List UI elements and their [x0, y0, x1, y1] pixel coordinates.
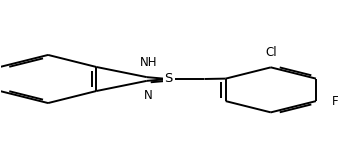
Text: N: N	[144, 89, 153, 102]
Text: NH: NH	[140, 56, 157, 69]
Text: S: S	[164, 73, 173, 85]
Text: Cl: Cl	[265, 46, 277, 59]
Text: F: F	[332, 95, 339, 108]
